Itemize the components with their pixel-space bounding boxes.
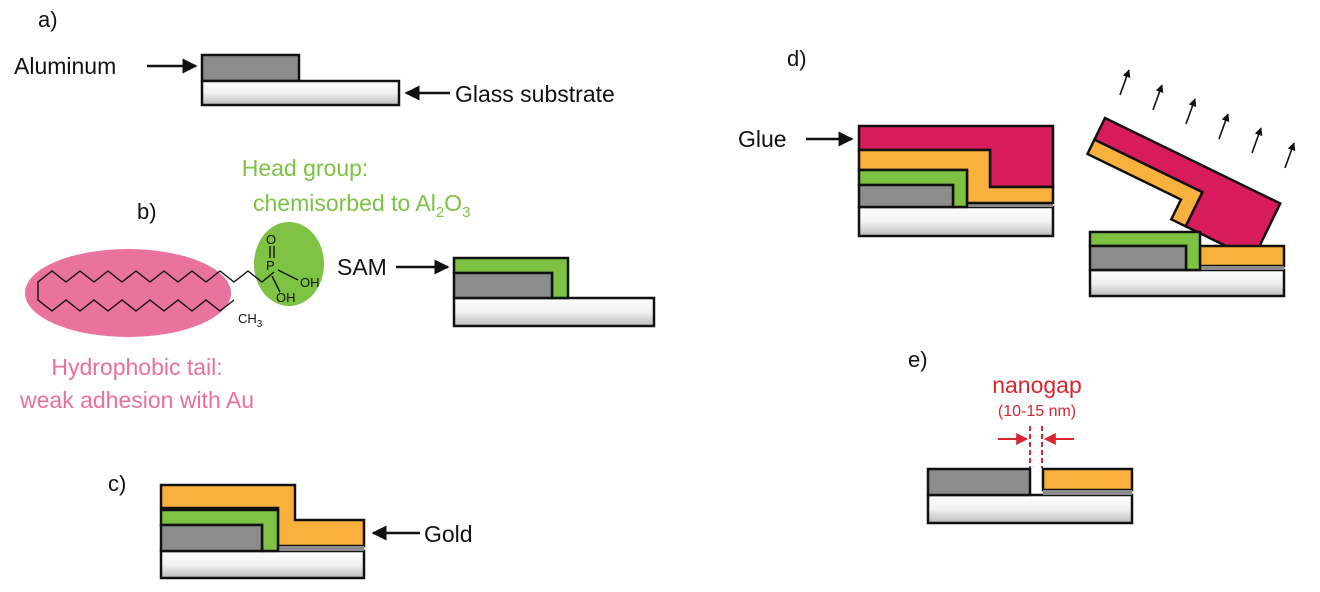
gold-wafer-thin-layer bbox=[1200, 266, 1284, 270]
gold-layer bbox=[1041, 467, 1134, 492]
methyl-sub: 3 bbox=[257, 319, 263, 330]
panel-c-label: c) bbox=[108, 471, 126, 496]
methyl-ch: CH bbox=[238, 311, 257, 326]
tail-description: weak adhesion with Au bbox=[19, 387, 254, 413]
tail-title: Hydrophobic tail: bbox=[51, 354, 222, 380]
panel-a: a) Aluminum Glass substrate bbox=[14, 7, 615, 107]
aluminum-label: Aluminum bbox=[14, 53, 116, 79]
aluminum-layer bbox=[200, 53, 301, 83]
panel-a-label: a) bbox=[38, 7, 58, 32]
panel-d: d) Glue bbox=[738, 46, 1296, 298]
nanogap-label: nanogap bbox=[992, 372, 1082, 398]
p-oh-bond-2 bbox=[271, 275, 281, 293]
panel-b: b) Head group: chemisorbed to Al2O3 O P … bbox=[19, 155, 656, 413]
tail-ellipse bbox=[25, 249, 231, 337]
head-group-o: O bbox=[444, 190, 462, 216]
panel-d-label: d) bbox=[787, 46, 807, 71]
glue-label: Glue bbox=[738, 126, 787, 152]
glass-substrate-label: Glass substrate bbox=[455, 81, 615, 107]
methyl-group: CH3 bbox=[238, 311, 263, 330]
glass-substrate bbox=[857, 205, 1055, 238]
oxygen-atom: O bbox=[266, 232, 276, 247]
alkyl-chain-lower bbox=[37, 292, 235, 312]
aluminum-layer bbox=[159, 523, 264, 553]
peel-arrow bbox=[1284, 142, 1296, 169]
head-group-title: Head group: bbox=[242, 155, 369, 181]
panel-e: e) nanogap (10-15 nm) bbox=[908, 347, 1134, 525]
peel-arrow bbox=[1185, 98, 1197, 125]
p-oh-bond-1 bbox=[277, 269, 299, 281]
glass-substrate bbox=[159, 549, 366, 580]
gold-layer bbox=[1085, 137, 1205, 229]
peel-arrow bbox=[1251, 127, 1263, 154]
panel-c: c) Gold bbox=[108, 471, 473, 580]
peel-arrow bbox=[1119, 69, 1131, 96]
head-group-sub2: 3 bbox=[462, 204, 470, 221]
gold-wafer-thin-layer bbox=[278, 546, 364, 551]
peeled-stack bbox=[1085, 116, 1282, 261]
alkyl-chain-upper bbox=[37, 270, 275, 292]
nanogap-size: (10-15 nm) bbox=[998, 403, 1076, 420]
head-ellipse bbox=[254, 222, 324, 306]
peel-arrow bbox=[1152, 84, 1164, 111]
head-group-sub1: 2 bbox=[436, 204, 444, 221]
hydroxyl-2: OH bbox=[276, 290, 296, 305]
panel-e-label: e) bbox=[908, 347, 928, 372]
aluminum-layer bbox=[452, 271, 554, 300]
aluminum-layer bbox=[1088, 244, 1188, 272]
phosphorus-atom: P bbox=[266, 258, 275, 273]
gold-wafer-thin-layer bbox=[967, 203, 1053, 207]
aluminum-layer bbox=[926, 467, 1032, 497]
head-group-description: chemisorbed to Al2O3 bbox=[253, 190, 470, 221]
peel-arrow bbox=[1218, 113, 1230, 140]
head-group-text: chemisorbed to Al bbox=[253, 190, 436, 216]
aluminum-layer bbox=[857, 183, 955, 209]
gold-label: Gold bbox=[424, 521, 473, 547]
glass-substrate bbox=[926, 493, 1134, 525]
glass-substrate bbox=[1088, 268, 1286, 298]
glass-substrate bbox=[200, 79, 401, 107]
hydroxyl-1: OH bbox=[300, 275, 320, 290]
gold-layer bbox=[1198, 244, 1286, 268]
peel-arrows bbox=[1119, 69, 1296, 169]
panel-b-label: b) bbox=[137, 199, 157, 224]
gold-wafer-thin-layer bbox=[1043, 490, 1132, 495]
glass-substrate bbox=[452, 296, 656, 328]
sam-label: SAM bbox=[337, 254, 387, 280]
